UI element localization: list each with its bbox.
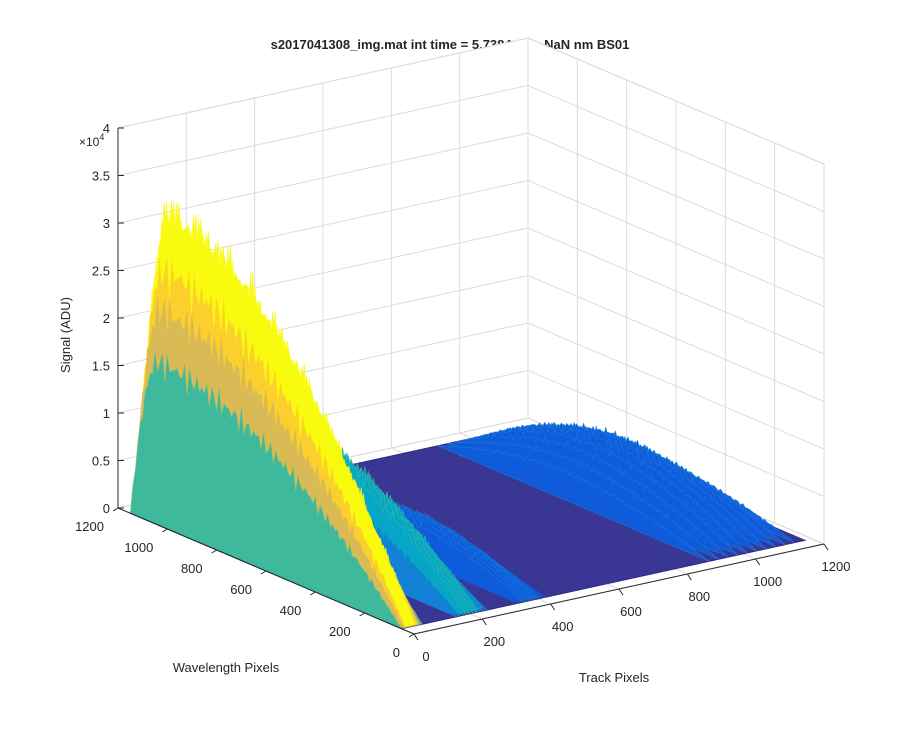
z-exponent-label: ×104 — [79, 132, 104, 149]
z-tick-label: 3 — [103, 216, 110, 231]
x-tick-label: 1000 — [753, 574, 782, 589]
z-tick-label: 0.5 — [92, 454, 110, 469]
z-tick-label: 3.5 — [92, 169, 110, 184]
y-tick-label: 400 — [280, 603, 302, 618]
x-tick — [618, 588, 624, 596]
surface-ridges — [130, 200, 795, 630]
y-tick — [408, 633, 415, 638]
z-tick-label: 1 — [103, 406, 110, 421]
y-tick — [112, 507, 119, 512]
tick-labels: 0200400600800100012000200400600800100012… — [75, 121, 850, 664]
x-tick — [550, 603, 556, 611]
grid-line — [117, 84, 825, 212]
x-tick — [481, 618, 487, 626]
grid-line — [117, 37, 825, 165]
x-tick-label: 1200 — [822, 559, 851, 574]
x-tick — [823, 543, 829, 551]
y-tick-label: 200 — [329, 624, 351, 639]
y-tick-label: 0 — [393, 645, 400, 660]
z-tick-label: 0 — [103, 501, 110, 516]
z-tick-label: 2 — [103, 311, 110, 326]
z-tick-label: 4 — [103, 121, 110, 136]
grid-line — [117, 132, 825, 260]
x-axis-label: Track Pixels — [579, 670, 650, 685]
y-tick-label: 600 — [230, 582, 252, 597]
x-tick-label: 800 — [688, 589, 710, 604]
y-tick — [359, 612, 365, 617]
y-axis-label: Wavelength Pixels — [173, 660, 280, 675]
surface-ridge — [437, 445, 710, 562]
y-tick-label: 1200 — [75, 519, 104, 534]
z-tick-label: 2.5 — [92, 264, 110, 279]
chart-title: s2017041308_img.mat int time = 5.7384 se… — [270, 37, 630, 52]
y-tick-label: 800 — [181, 561, 203, 576]
z-axis-label: Signal (ADU) — [58, 297, 73, 373]
y-tick — [162, 528, 168, 533]
y-tick — [310, 591, 316, 596]
y-tick — [260, 570, 267, 575]
x-tick — [413, 633, 419, 641]
z-tick-label: 1.5 — [92, 359, 110, 374]
x-tick-label: 0 — [422, 649, 429, 664]
y-tick — [211, 549, 217, 554]
x-tick-label: 200 — [483, 634, 505, 649]
grid-line — [117, 179, 825, 307]
x-tick — [755, 558, 761, 566]
y-tick-label: 1000 — [124, 540, 153, 555]
x-tick — [686, 573, 692, 581]
x-tick-label: 600 — [620, 604, 642, 619]
x-tick-label: 400 — [552, 619, 574, 634]
